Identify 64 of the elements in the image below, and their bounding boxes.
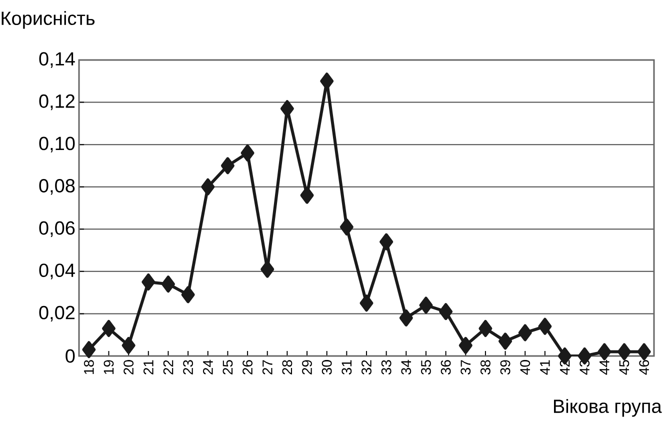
x-tick-label: 38 [480, 360, 490, 375]
point [320, 72, 334, 90]
x-tick-label: 40 [520, 360, 530, 375]
y-tick-label: 0,12 [39, 94, 75, 110]
x-tick-label: 21 [144, 360, 154, 374]
x-tick-label: 37 [460, 360, 471, 375]
point [340, 218, 354, 236]
y-tick-label: 0,10 [39, 136, 75, 152]
x-tick-label: 31 [342, 360, 352, 375]
point [201, 178, 215, 196]
point [181, 286, 195, 304]
point [478, 320, 492, 337]
point [300, 186, 314, 204]
x-tick-label: 35 [421, 360, 431, 375]
x-tick-label: 18 [84, 360, 94, 374]
point [161, 276, 175, 293]
point [102, 320, 116, 337]
point [538, 318, 552, 335]
x-tick-label: 29 [302, 360, 312, 374]
x-tick-label: 39 [500, 360, 510, 375]
point [260, 260, 274, 278]
x-tick-label: 44 [600, 360, 610, 375]
x-tick-label: 45 [619, 360, 630, 375]
point [498, 332, 512, 350]
point [419, 296, 433, 314]
point [399, 309, 413, 326]
point [142, 273, 156, 290]
point [240, 144, 254, 162]
x-tick-label: 24 [202, 360, 213, 374]
point [439, 303, 453, 320]
x-tick-label: 36 [440, 360, 451, 375]
x-tick-label: 23 [183, 360, 194, 374]
x-tick-label: 22 [163, 360, 174, 374]
x-tick-label: 30 [322, 360, 332, 375]
point [220, 157, 234, 174]
point [380, 233, 394, 250]
x-tick-label: 34 [401, 360, 412, 375]
y-tick-label: 0,06 [39, 221, 75, 237]
y-axis-title: Корисність [2, 11, 95, 29]
point [360, 294, 374, 312]
y-tick-label: 0,04 [39, 264, 75, 280]
x-tick-label: 19 [104, 360, 114, 374]
x-axis-title: Вікова група [554, 399, 662, 417]
x-tick-label: 46 [639, 360, 650, 375]
x-tick-label: 28 [282, 360, 292, 374]
point [518, 324, 532, 342]
y-tick-label: 0 [66, 349, 75, 363]
x-tick-label: 27 [262, 360, 272, 374]
y-tick-label: 0,14 [39, 52, 75, 68]
point [458, 336, 472, 354]
point [280, 100, 294, 118]
x-tick-label: 32 [362, 360, 372, 375]
y-tick-label: 0,08 [39, 179, 75, 195]
x-tick-label: 26 [242, 360, 252, 374]
x-tick-label: 20 [124, 360, 134, 374]
point [82, 341, 96, 358]
y-tick-label: 0,02 [39, 306, 75, 322]
x-tick-label: 33 [381, 360, 392, 375]
x-tick-label: 41 [540, 360, 550, 375]
point [598, 343, 612, 360]
x-tick-label: 25 [222, 360, 233, 374]
point [122, 336, 136, 354]
point [637, 343, 651, 360]
point [618, 343, 632, 360]
